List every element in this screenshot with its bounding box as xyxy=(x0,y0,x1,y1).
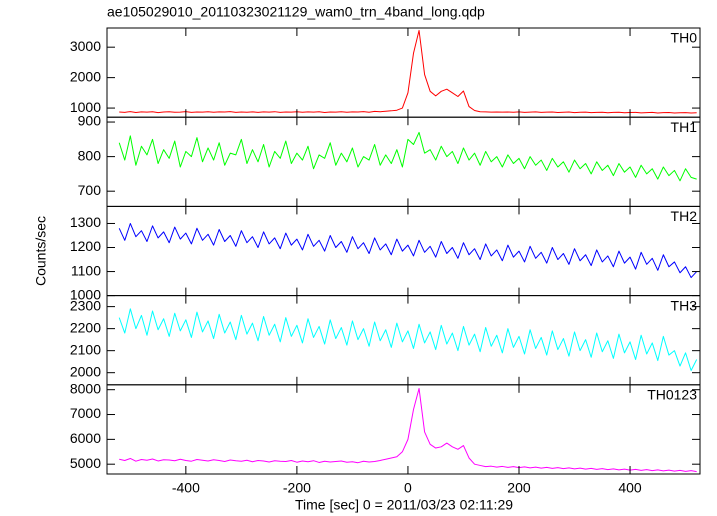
data-line xyxy=(119,29,697,114)
chart-title: ae105029010_20110323021129_wam0_trn_4ban… xyxy=(107,4,485,20)
y-tick-label: 700 xyxy=(78,182,102,198)
x-tick-label: 200 xyxy=(507,480,531,496)
x-tick-label: 0 xyxy=(404,480,412,496)
y-tick-label: 1300 xyxy=(70,214,101,230)
y-tick-label: 2000 xyxy=(70,68,101,84)
x-tick-label: 400 xyxy=(618,480,642,496)
y-tick-label: 8000 xyxy=(70,380,101,396)
panel-label: TH3 xyxy=(671,297,698,313)
y-tick-label: 1200 xyxy=(70,238,101,254)
panel-frame xyxy=(106,205,701,297)
y-tick-label: 900 xyxy=(78,113,102,129)
y-axis-label: Counts/sec xyxy=(33,216,49,286)
y-tick-label: 1000 xyxy=(70,286,101,302)
x-tick-label: -200 xyxy=(283,480,311,496)
data-line xyxy=(119,387,697,473)
y-tick-label: 2200 xyxy=(70,319,101,335)
y-tick-label: 2000 xyxy=(70,363,101,379)
panel-frame xyxy=(106,384,701,475)
panel-label: TH2 xyxy=(671,208,698,224)
y-tick-label: 3000 xyxy=(70,38,101,54)
y-tick-label: 6000 xyxy=(70,430,101,446)
panel-label: TH1 xyxy=(671,119,698,135)
x-axis-label: Time [sec] 0 = 2011/03/23 02:11:29 xyxy=(295,497,513,513)
data-line xyxy=(118,222,698,279)
y-tick-label: 5000 xyxy=(70,455,101,471)
y-tick-label: 2100 xyxy=(70,341,101,357)
x-tick-label: -400 xyxy=(172,480,200,496)
y-tick-label: 1100 xyxy=(71,262,101,278)
panel-label: TH0 xyxy=(671,30,698,46)
y-tick-label: 2300 xyxy=(70,297,101,313)
y-tick-label: 1000 xyxy=(70,99,101,115)
data-line xyxy=(118,308,698,371)
data-line xyxy=(118,131,697,182)
panel-label: TH0123 xyxy=(647,387,697,403)
y-tick-label: 7000 xyxy=(70,405,101,421)
y-tick-label: 800 xyxy=(78,147,102,163)
